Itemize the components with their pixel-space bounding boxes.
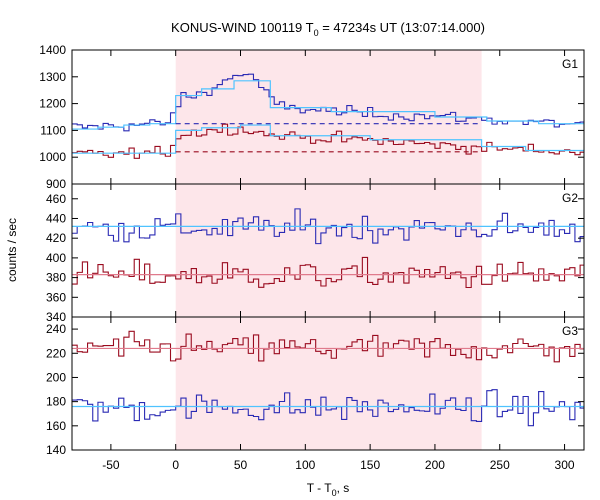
- y-tick-label: 440: [46, 211, 66, 225]
- y-tick-label: 360: [46, 290, 66, 304]
- x-tick-label: 200: [425, 458, 445, 472]
- x-tick-label: 300: [555, 458, 575, 472]
- source-interval-shade: [175, 50, 482, 450]
- y-tick-label: 1200: [39, 97, 66, 111]
- series-red-fit-line: [72, 124, 584, 154]
- y-tick-label: 240: [46, 322, 66, 336]
- series-red-light-curve: [72, 123, 584, 159]
- y-axis-label: counts / sec: [5, 218, 19, 282]
- panel-g2: 340 360 380 400 420 440 460 G2: [46, 183, 585, 324]
- x-tick-label: 150: [360, 458, 380, 472]
- x-tick-label: 100: [295, 458, 315, 472]
- panel-frame: [71, 316, 585, 451]
- series-red-light-curve: [72, 330, 584, 363]
- series-blue-light-curve: [72, 208, 584, 245]
- panel-label: G1: [562, 57, 578, 71]
- y-tick-label: 1400: [39, 43, 66, 57]
- series-blue-light-curve: [72, 389, 584, 427]
- y-tick-label: 460: [46, 192, 66, 206]
- x-axis-label: T - T0, s: [307, 481, 350, 498]
- chart-title-suffix: = 47234s UT (13:07:14.000): [319, 20, 485, 35]
- x-axis-label-suffix: , s: [337, 481, 350, 495]
- y-tick-label: 400: [46, 251, 66, 265]
- panel-plot-area: [72, 73, 584, 159]
- panel-label: G3: [562, 324, 578, 338]
- panel-g3: 140 160 180 200 220 240 G3: [46, 316, 585, 457]
- y-tick-label: 1300: [39, 70, 66, 84]
- x-tick-label: 0: [172, 458, 179, 472]
- x-tick-label: 50: [234, 458, 248, 472]
- y-tick-label: 420: [46, 231, 66, 245]
- series-red-light-curve: [72, 256, 584, 289]
- y-tick-label: 200: [46, 370, 66, 384]
- y-tick-label: 380: [46, 271, 66, 285]
- y-tick-label: 900: [46, 177, 66, 191]
- x-tick-label: -50: [102, 458, 120, 472]
- chart-title-subscript: 0: [314, 28, 319, 38]
- panel-g1: 900 1000 1100 1200 1300 1400 G1: [39, 43, 585, 191]
- x-tick-label: 250: [490, 458, 510, 472]
- y-tick-label: 1100: [40, 123, 66, 137]
- x-axis-label-main: T - T: [307, 481, 333, 495]
- y-tick-label: 160: [46, 419, 66, 433]
- chart-title-main: KONUS-WIND 100119 T: [171, 20, 314, 35]
- panel-label: G2: [562, 191, 578, 205]
- chart-title: KONUS-WIND 100119 T0 = 47234s UT (13:07:…: [171, 20, 485, 38]
- panel-plot-area: [72, 208, 584, 289]
- x-axis-label-subscript: 0: [332, 488, 337, 498]
- y-tick-label: 1000: [39, 150, 66, 164]
- panel-plot-area: [72, 330, 584, 427]
- series-blue-fit-line: [72, 80, 584, 130]
- y-tick-label: 340: [46, 310, 66, 324]
- y-tick-label: 220: [46, 346, 66, 360]
- y-tick-label: 140: [46, 443, 66, 457]
- y-tick-label: 180: [46, 395, 66, 409]
